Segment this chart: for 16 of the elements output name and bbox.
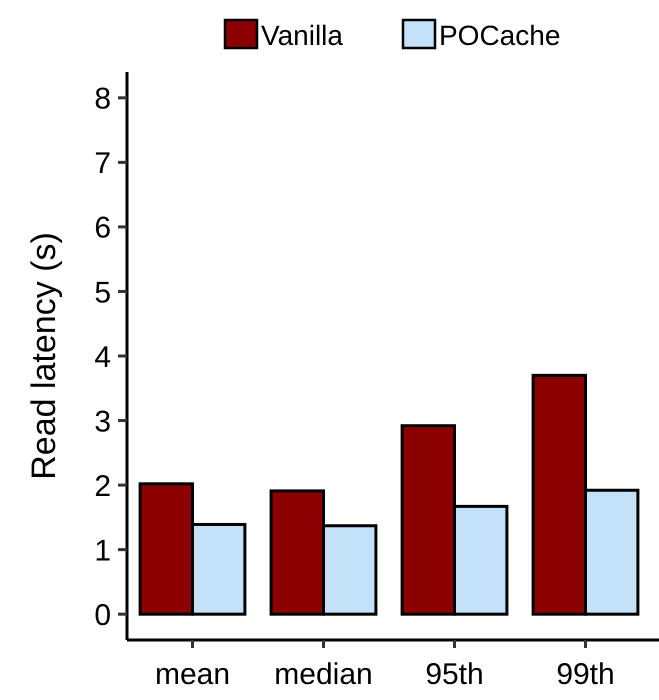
- x-tick-label: 95th: [425, 658, 484, 691]
- y-tick-label: 4: [94, 340, 111, 374]
- y-axis-title: Read latency (s): [25, 232, 63, 480]
- legend-label: POCache: [439, 20, 560, 51]
- y-tick-label: 1: [94, 534, 111, 568]
- y-tick-label: 3: [94, 405, 111, 438]
- legend-label: Vanilla: [261, 20, 344, 51]
- y-tick-label: 8: [94, 82, 111, 116]
- x-tick-label: mean: [154, 658, 230, 691]
- y-tick-label: 5: [94, 276, 111, 310]
- y-tick-label: 0: [94, 598, 111, 632]
- x-tick-label: median: [274, 658, 373, 691]
- x-tick-label: 99th: [556, 658, 615, 691]
- y-tick-label: 6: [94, 212, 111, 245]
- y-tick-label: 7: [94, 147, 111, 180]
- y-tick-label: 2: [94, 470, 111, 503]
